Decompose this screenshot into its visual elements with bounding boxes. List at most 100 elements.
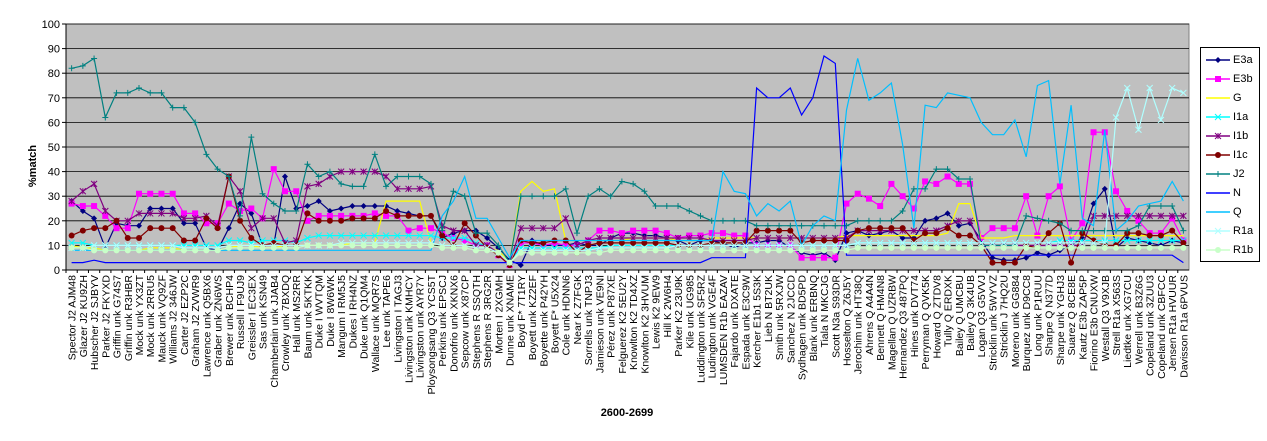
data-point (147, 225, 154, 232)
data-point (910, 239, 918, 247)
legend-label: G (1233, 92, 1242, 104)
x-tick-label: Sydhagen unk BD5PD (797, 275, 809, 380)
data-point (585, 242, 592, 249)
x-tick-label: Knowlton K2 TD4XZ (628, 274, 640, 370)
x-tick-label: Davisson R1a 6PVUS (1178, 275, 1190, 378)
data-point (888, 239, 895, 247)
data-point (1135, 230, 1142, 237)
data-point (270, 200, 277, 207)
legend-swatch (1206, 152, 1230, 158)
data-point (461, 227, 469, 234)
data-point (1078, 239, 1086, 247)
data-point (787, 227, 794, 234)
data-point (383, 212, 390, 219)
data-point (719, 247, 726, 254)
data-point (315, 242, 322, 249)
data-point (922, 230, 929, 237)
data-point (831, 242, 839, 249)
data-point (539, 224, 547, 232)
y-tick-label: 40 (48, 167, 60, 179)
legend: E3a E3b G I1a I1b I1c J2 N Q R1a R1b (1200, 47, 1260, 262)
data-point (135, 242, 143, 249)
data-point (506, 259, 513, 266)
data-point (764, 234, 772, 242)
data-point (180, 104, 187, 111)
data-point (371, 203, 378, 210)
x-tick-label: Boyd F* 7T1RY (516, 275, 528, 348)
data-point (517, 262, 524, 269)
data-point (180, 214, 188, 222)
legend-swatch (1206, 113, 1230, 121)
data-point (1169, 203, 1176, 210)
data-point (427, 212, 434, 219)
data-point (933, 230, 940, 237)
data-point (405, 227, 412, 234)
x-tick-label: Griffin unk G74S7 (112, 275, 124, 358)
x-tick-label: Ploysongsang Q3 YCS5T (426, 274, 438, 394)
data-point (304, 210, 311, 217)
data-point (821, 254, 828, 261)
data-point (281, 244, 288, 251)
data-point (1090, 239, 1097, 247)
data-point (259, 190, 266, 197)
data-point (337, 232, 345, 239)
data-point (967, 244, 974, 251)
data-point (607, 227, 614, 234)
x-tick-label: Copeland unk CBFCC (1156, 275, 1168, 379)
data-point (169, 225, 176, 232)
data-point (899, 235, 906, 242)
y-tick-label: 0 (54, 265, 60, 277)
data-point (191, 214, 199, 222)
data-point (1135, 237, 1142, 244)
data-point (124, 247, 131, 254)
data-point (495, 249, 502, 256)
data-point (540, 249, 547, 256)
data-point (573, 249, 580, 256)
data-point (641, 239, 648, 246)
x-tick-label: Cole unk HDNN6 (561, 275, 573, 356)
legend-item-i1b: I1b (1201, 127, 1259, 147)
data-point (832, 254, 839, 261)
data-point (955, 232, 962, 239)
data-point (439, 232, 446, 239)
data-point (562, 249, 569, 256)
data-point (225, 225, 232, 232)
data-point (91, 225, 98, 232)
data-point (1112, 114, 1120, 121)
data-point (68, 65, 75, 72)
x-tick-label: Duke I 8W6WK (325, 275, 337, 347)
data-point (1000, 259, 1007, 266)
data-point (1215, 247, 1221, 253)
data-point (102, 114, 109, 121)
data-point (416, 242, 423, 249)
x-tick-label: Espada unk E3C9W (740, 275, 752, 370)
data-point (641, 247, 648, 254)
data-point (540, 193, 547, 200)
data-point (461, 220, 468, 227)
data-point (529, 239, 536, 246)
data-point (158, 89, 165, 96)
data-point (259, 237, 266, 244)
x-tick-label: Sepcow unk X87CP (460, 275, 472, 368)
data-point (899, 239, 906, 247)
data-point (888, 180, 895, 187)
x-tick-label: Stephens R SSQTH (471, 275, 483, 369)
data-point (248, 210, 255, 217)
legend-label: I1b (1233, 130, 1249, 142)
data-point (1056, 239, 1064, 247)
legend-swatch (1206, 132, 1230, 140)
data-point (899, 207, 906, 214)
y-axis: 0 10 20 30 40 50 60 70 80 90 100 (42, 19, 67, 277)
data-point (461, 244, 468, 251)
legend-swatch (1206, 211, 1230, 213)
data-point (955, 180, 962, 187)
data-point (281, 188, 288, 195)
data-point (652, 247, 659, 254)
x-tick-label: Burquez unk D9CC8 (1021, 275, 1033, 371)
data-point (371, 168, 379, 175)
data-point (1101, 239, 1109, 247)
x-tick-label: Lawrence unk Q5BX6 (201, 275, 213, 377)
x-tick-label: Blank unk ERBNQ (808, 275, 820, 361)
data-point (1045, 244, 1052, 251)
data-point (843, 237, 850, 244)
